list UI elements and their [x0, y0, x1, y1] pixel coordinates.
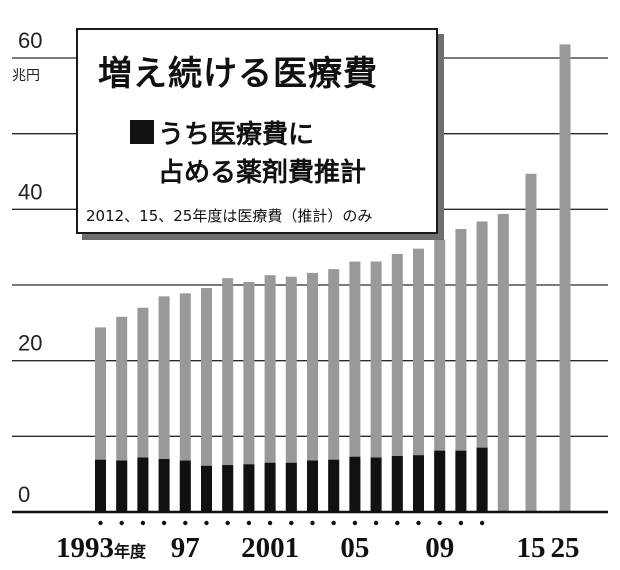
bar-total-2012 [497, 213, 509, 512]
y-tick-label-0: 0 [18, 482, 30, 507]
y-tick-label-40: 40 [18, 179, 42, 204]
x-tick-dot-2000 [246, 520, 252, 526]
bar-total-2025 [559, 44, 571, 512]
x-tick-dot-1995 [140, 520, 146, 526]
bar-total-2002 [285, 276, 297, 512]
x-tick-label-2025: 25 [551, 532, 580, 564]
x-tick-dot-2004 [331, 520, 336, 526]
y-tick-label-60: 60 [18, 28, 42, 53]
bar-drug-1996 [158, 459, 170, 512]
legend-label-line1: うち医療費に [158, 120, 315, 150]
bar-total-2004 [328, 269, 340, 512]
bar-drug-2001 [264, 462, 276, 512]
x-tick-dot-2007 [395, 520, 400, 526]
bar-drug-1993 [95, 459, 106, 512]
x-tick-dot-1996 [161, 520, 167, 526]
x-tick-label-2009: 09 [425, 532, 454, 564]
x-tick-dot-2002 [289, 520, 294, 526]
x-tick-label-2001: 2001 [241, 532, 299, 564]
bar-total-2006 [370, 261, 382, 512]
chart-title: 増え続ける医療費 [98, 54, 378, 94]
bar-total-2010 [455, 229, 467, 513]
x-tick-dot-2003 [310, 520, 315, 526]
bar-total-1999 [222, 278, 234, 512]
x-tick-dot-1994 [119, 520, 124, 526]
y-tick-label-20: 20 [18, 331, 42, 356]
x-tick-dot-1998 [204, 520, 209, 526]
x-tick-label-1997: 97 [171, 532, 200, 564]
chart-note: 2012、15、25年度は医療費（推計）のみ [86, 207, 373, 225]
bar-total-2015 [525, 173, 537, 512]
x-tick-dot-2011 [479, 520, 485, 526]
x-tick-label-2005: 05 [340, 532, 369, 564]
bar-drug-2010 [455, 450, 467, 512]
bar-drug-2002 [285, 462, 297, 512]
bar-drug-1994 [116, 460, 128, 512]
bar-total-1996 [158, 296, 170, 512]
bar-total-2007 [391, 253, 403, 512]
bar-drug-2004 [328, 459, 340, 512]
bar-drug-1997 [179, 460, 191, 512]
x-tick-dot-2008 [416, 520, 421, 526]
x-tick-dot-2009 [437, 520, 442, 526]
bar-total-1993 [95, 327, 106, 512]
x-tick-dot-2006 [373, 520, 379, 526]
bar-drug-1998 [201, 465, 212, 512]
bar-drug-2009 [434, 450, 446, 512]
bar-drug-2000 [243, 464, 255, 512]
x-tick-dot-2010 [458, 520, 464, 526]
x-tick-label-2015: 15 [517, 532, 546, 564]
bar-total-2009 [434, 239, 446, 512]
bar-drug-2007 [391, 456, 403, 512]
x-tick-dot-1993 [98, 520, 103, 526]
bars [95, 44, 571, 513]
x-tick-dot-2001 [267, 520, 273, 526]
x-tick-label-1993: 1993年度 [56, 532, 147, 564]
y-axis-unit: 兆円 [12, 68, 40, 84]
axes: 0 20 40 60 1993年度 97 2001 05 09 15 25 [12, 28, 608, 564]
bar-drug-2005 [349, 456, 361, 512]
legend-box: 増え続ける医療費 うち医療費に 占める薬剤費推計 2012、15、25年度は医療… [76, 28, 438, 234]
bar-drug-2008 [413, 455, 424, 512]
bar-drug-1999 [222, 465, 234, 512]
bar-total-2011 [476, 221, 488, 512]
bar-total-2001 [264, 275, 276, 512]
bar-total-2008 [413, 248, 424, 512]
bar-drug-2003 [307, 460, 318, 512]
bar-total-1998 [201, 288, 212, 512]
x-tick-suffix: 年度 [114, 542, 147, 561]
legend-swatch-drug-cost [130, 120, 154, 144]
bar-total-1995 [137, 307, 149, 512]
x-tick-dot-2005 [352, 520, 358, 526]
bar-total-1997 [179, 293, 191, 512]
bar-total-1994 [116, 316, 128, 512]
x-tick-dot-1999 [225, 520, 230, 526]
bar-drug-2011 [476, 447, 488, 512]
x-tick-dot-1997 [183, 520, 188, 526]
bar-drug-1995 [137, 457, 149, 512]
bar-total-2005 [349, 261, 361, 512]
bar-drug-2006 [370, 457, 382, 512]
legend-label-line2: 占める薬剤費推計 [158, 158, 367, 188]
bar-total-2003 [307, 272, 318, 512]
bar-total-2000 [243, 281, 255, 512]
